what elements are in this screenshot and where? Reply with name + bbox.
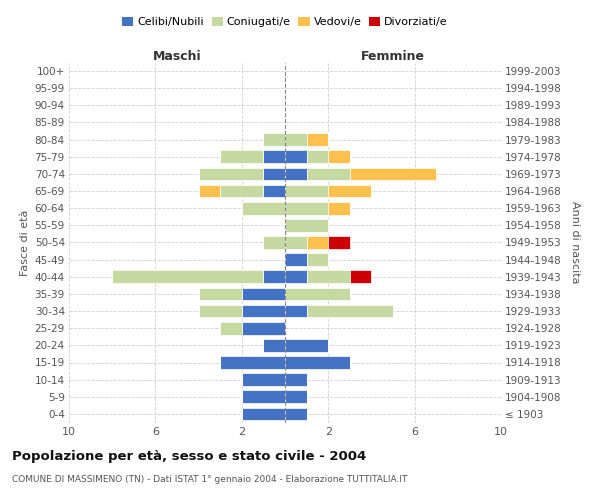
Bar bbox=[307, 150, 328, 163]
Bar bbox=[350, 168, 436, 180]
Bar bbox=[328, 236, 350, 249]
Bar bbox=[285, 219, 328, 232]
Bar bbox=[263, 339, 285, 352]
Text: Maschi: Maschi bbox=[152, 50, 202, 62]
Bar bbox=[242, 288, 285, 300]
Text: COMUNE DI MASSIMENO (TN) - Dati ISTAT 1° gennaio 2004 - Elaborazione TUTTITALIA.: COMUNE DI MASSIMENO (TN) - Dati ISTAT 1°… bbox=[12, 475, 407, 484]
Bar bbox=[328, 202, 350, 214]
Bar bbox=[285, 373, 307, 386]
Bar bbox=[350, 270, 371, 283]
Bar bbox=[199, 304, 242, 318]
Bar bbox=[220, 184, 263, 198]
Text: Femmine: Femmine bbox=[361, 50, 425, 62]
Bar bbox=[285, 288, 350, 300]
Bar bbox=[285, 390, 307, 403]
Bar bbox=[307, 253, 328, 266]
Bar bbox=[285, 202, 328, 214]
Bar bbox=[285, 168, 307, 180]
Bar bbox=[220, 356, 285, 369]
Legend: Celibi/Nubili, Coniugati/e, Vedovi/e, Divorziati/e: Celibi/Nubili, Coniugati/e, Vedovi/e, Di… bbox=[118, 12, 452, 32]
Bar bbox=[285, 236, 307, 249]
Bar bbox=[328, 184, 371, 198]
Y-axis label: Anni di nascita: Anni di nascita bbox=[570, 201, 580, 284]
Bar bbox=[285, 184, 328, 198]
Bar bbox=[285, 356, 350, 369]
Bar bbox=[307, 168, 350, 180]
Bar bbox=[307, 236, 328, 249]
Bar bbox=[263, 168, 285, 180]
Bar bbox=[285, 408, 307, 420]
Bar bbox=[242, 373, 285, 386]
Bar bbox=[199, 288, 242, 300]
Bar bbox=[242, 390, 285, 403]
Bar bbox=[242, 304, 285, 318]
Bar bbox=[307, 304, 393, 318]
Bar bbox=[285, 150, 307, 163]
Bar bbox=[112, 270, 263, 283]
Bar bbox=[220, 322, 242, 334]
Bar bbox=[285, 339, 328, 352]
Bar bbox=[328, 150, 350, 163]
Text: Popolazione per età, sesso e stato civile - 2004: Popolazione per età, sesso e stato civil… bbox=[12, 450, 366, 463]
Bar bbox=[307, 133, 328, 146]
Bar bbox=[199, 168, 263, 180]
Bar bbox=[263, 184, 285, 198]
Bar bbox=[199, 184, 220, 198]
Bar bbox=[285, 270, 307, 283]
Bar bbox=[242, 202, 285, 214]
Bar bbox=[242, 408, 285, 420]
Bar bbox=[285, 304, 307, 318]
Bar bbox=[220, 150, 263, 163]
Y-axis label: Fasce di età: Fasce di età bbox=[20, 210, 31, 276]
Bar bbox=[307, 270, 350, 283]
Bar bbox=[263, 150, 285, 163]
Bar bbox=[263, 236, 285, 249]
Bar bbox=[242, 322, 285, 334]
Bar bbox=[263, 133, 285, 146]
Bar bbox=[263, 270, 285, 283]
Bar bbox=[285, 133, 307, 146]
Bar bbox=[285, 253, 307, 266]
